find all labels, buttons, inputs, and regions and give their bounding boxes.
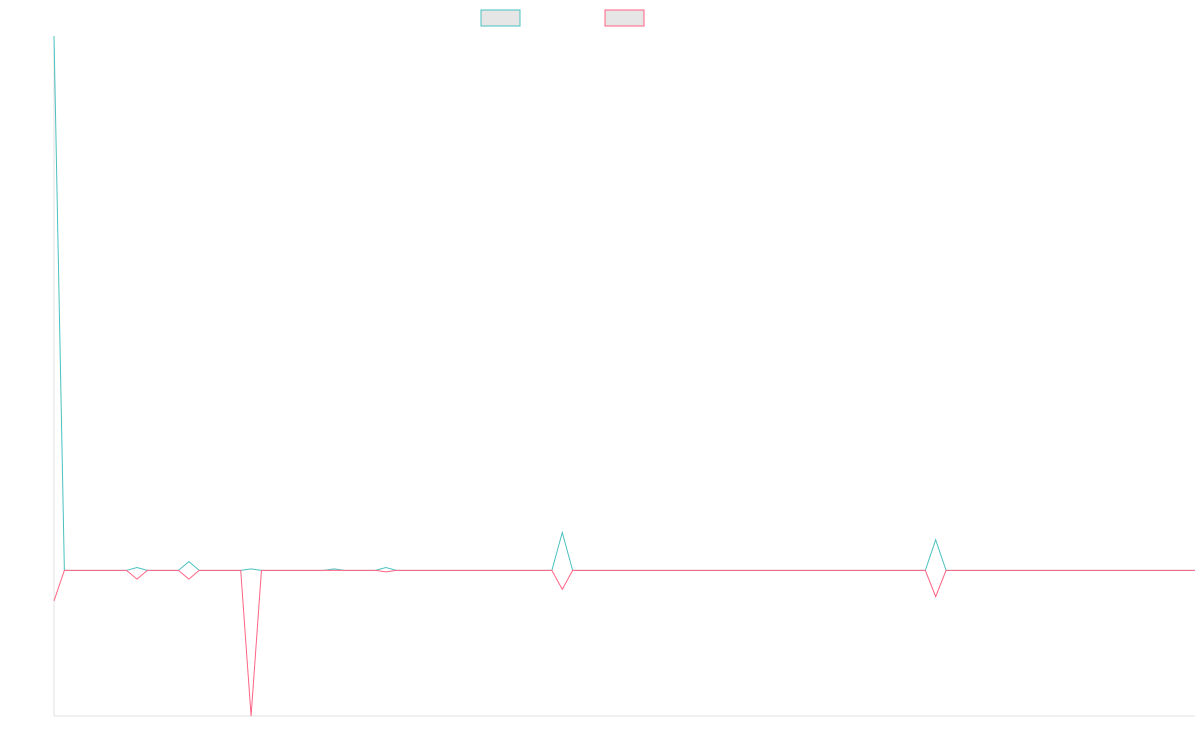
legend [480,9,645,27]
legend-swatch-1[interactable] [480,9,521,27]
legend-swatch-2[interactable] [604,9,645,27]
series-group [53,35,1195,717]
series-line-1 [53,35,1195,571]
series-line-2 [53,569,1195,717]
axes [53,36,1195,717]
